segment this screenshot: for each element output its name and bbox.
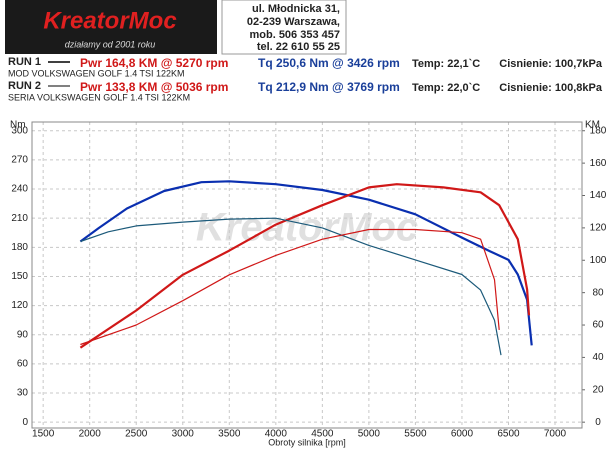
y2-tick-label: 120 (590, 223, 607, 234)
run-torque: Tq 250,6 Nm @ 3426 rpm (258, 56, 400, 70)
x-tick-label: 6000 (451, 429, 474, 440)
x-tick-label: 2500 (125, 429, 148, 440)
y2-tick-label: 140 (590, 190, 607, 201)
x-tick-label: 5000 (358, 429, 381, 440)
logo-box (5, 0, 217, 54)
curve (80, 217, 502, 356)
plot-frame (31, 121, 583, 429)
x-tick-label: 3500 (218, 429, 241, 440)
y2-axis-label: KM (585, 120, 600, 131)
y-tick-label: 120 (11, 300, 28, 311)
y-tick-label: 60 (17, 359, 29, 370)
y-tick-label: 210 (11, 213, 28, 224)
x-tick-label: 6500 (497, 429, 520, 440)
y2-tick-label: 60 (592, 320, 604, 331)
y-tick-label: 30 (17, 388, 29, 399)
y2-tick-label: 180 (590, 125, 607, 136)
run-temp: Temp: 22,1`C (412, 58, 480, 70)
curve (79, 183, 531, 349)
y-tick-label: 90 (17, 329, 29, 340)
run-label: RUN 1 (8, 56, 41, 68)
x-tick-label: 4500 (311, 429, 334, 440)
run-power: Pwr 164,8 KM @ 5270 rpm (80, 56, 228, 70)
y2-tick-label: 0 (595, 417, 601, 428)
y-tick-label: 180 (11, 242, 28, 253)
run-pressure: Cisnienie: 100,8kPa (499, 82, 603, 94)
x-tick-label: 4000 (265, 429, 288, 440)
x-tick-label: 2000 (79, 429, 102, 440)
address-box (221, 0, 347, 55)
run-pressure: Cisnienie: 100,7kPa (499, 58, 603, 70)
y2-tick-label: 80 (592, 287, 604, 298)
x-tick-label: 7000 (544, 429, 567, 440)
address: tel. 22 610 55 25 (257, 41, 340, 53)
run-label: RUN 2 (8, 80, 41, 92)
run-torque: Tq 212,9 Nm @ 3769 rpm (258, 80, 400, 94)
address: ul. Młodnicka 31, (252, 3, 340, 15)
logo: KreatorMoc (43, 7, 176, 34)
run-temp: Temp: 22,0`C (412, 82, 480, 94)
x-axis-label: Obroty silnika [rpm] (268, 437, 346, 447)
address: mob. 506 353 457 (249, 29, 340, 41)
x-tick-label: 5500 (404, 429, 427, 440)
curve (80, 228, 500, 346)
y2-tick-label: 20 (592, 384, 604, 395)
run-power: Pwr 133,8 KM @ 5036 rpm (80, 80, 228, 94)
y-tick-label: 270 (11, 155, 28, 166)
y-tick-label: 240 (11, 184, 28, 195)
y2-tick-label: 100 (590, 255, 607, 266)
curve (79, 180, 533, 346)
watermark: KreatorMoc (196, 206, 418, 250)
run-car: MOD VOLKSWAGEN GOLF 1.4 TSI 122KM (8, 68, 185, 78)
y-tick-label: 300 (11, 125, 28, 136)
x-tick-label: 3000 (172, 429, 195, 440)
slogan: działamy od 2001 roku (65, 39, 156, 49)
run-car: SERIA VOLKSWAGEN GOLF 1.4 TSI 122KM (8, 92, 190, 102)
address: 02-239 Warszawa, (247, 16, 340, 28)
y-axis-label: Nm (10, 120, 26, 131)
y2-tick-label: 40 (592, 352, 604, 363)
y2-tick-label: 160 (590, 158, 607, 169)
y-tick-label: 150 (11, 271, 28, 282)
y-tick-label: 0 (22, 417, 28, 428)
x-tick-label: 1500 (32, 429, 55, 440)
